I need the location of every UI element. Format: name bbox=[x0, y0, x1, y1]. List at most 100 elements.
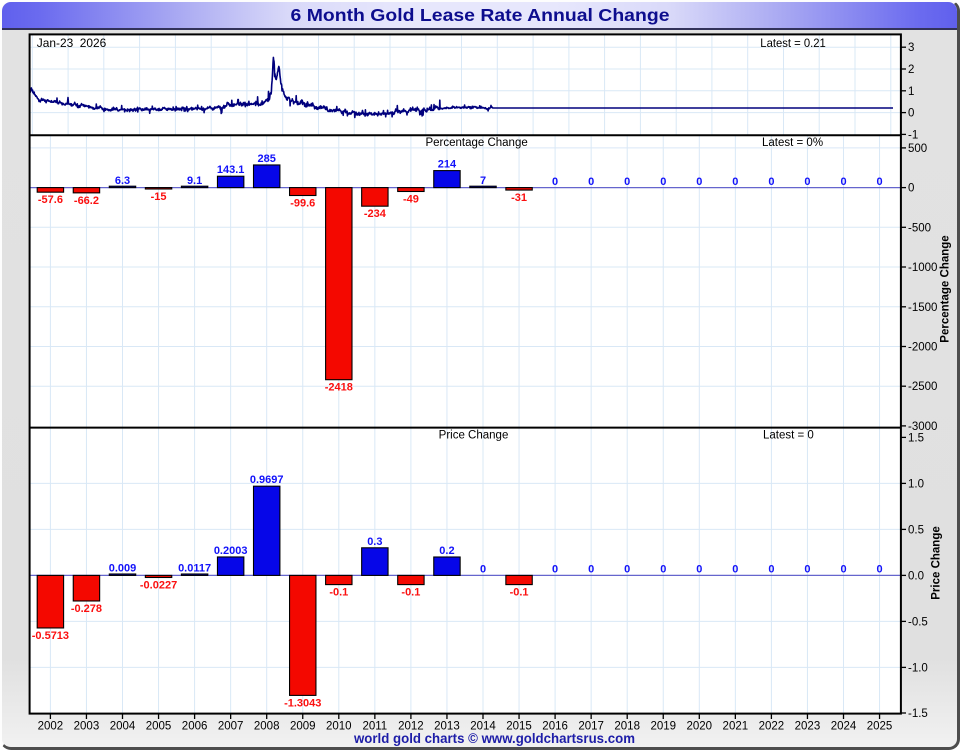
svg-text:7: 7 bbox=[480, 175, 486, 187]
svg-text:2016: 2016 bbox=[542, 721, 568, 733]
svg-text:-0.278: -0.278 bbox=[71, 603, 102, 615]
svg-text:Jan-23 2026: Jan-23 2026 bbox=[37, 36, 107, 50]
svg-text:0: 0 bbox=[804, 176, 810, 188]
svg-text:0: 0 bbox=[840, 564, 846, 576]
svg-text:1: 1 bbox=[908, 86, 914, 98]
svg-text:2008: 2008 bbox=[254, 721, 280, 733]
svg-text:Latest = 0.21: Latest = 0.21 bbox=[760, 36, 826, 50]
svg-text:2013: 2013 bbox=[434, 721, 460, 733]
svg-text:2025: 2025 bbox=[867, 721, 893, 733]
svg-text:-1: -1 bbox=[908, 129, 918, 141]
svg-text:Percentage Change: Percentage Change bbox=[425, 137, 527, 149]
svg-text:-2500: -2500 bbox=[908, 381, 937, 393]
svg-text:6.3: 6.3 bbox=[115, 175, 130, 187]
svg-text:9.1: 9.1 bbox=[187, 175, 202, 187]
svg-text:-31: -31 bbox=[511, 192, 527, 204]
svg-text:0: 0 bbox=[876, 564, 882, 576]
svg-text:2023: 2023 bbox=[795, 721, 821, 733]
svg-text:0: 0 bbox=[552, 176, 558, 188]
svg-text:2: 2 bbox=[908, 64, 914, 76]
svg-text:0: 0 bbox=[840, 176, 846, 188]
svg-text:2019: 2019 bbox=[650, 721, 676, 733]
svg-text:Price Change: Price Change bbox=[439, 430, 509, 442]
svg-text:0: 0 bbox=[660, 564, 666, 576]
svg-text:0: 0 bbox=[624, 564, 630, 576]
svg-text:0: 0 bbox=[696, 176, 702, 188]
svg-text:world gold charts © www.goldch: world gold charts © www.goldchartsrus.co… bbox=[353, 731, 635, 746]
svg-text:2011: 2011 bbox=[362, 721, 387, 733]
svg-text:0.9697: 0.9697 bbox=[250, 474, 284, 486]
svg-text:-1.5: -1.5 bbox=[908, 708, 928, 720]
svg-text:Percentage Change: Percentage Change bbox=[940, 235, 952, 342]
svg-text:500: 500 bbox=[908, 143, 927, 155]
svg-text:-0.5: -0.5 bbox=[908, 616, 928, 628]
svg-text:-99.6: -99.6 bbox=[290, 198, 315, 210]
svg-text:0: 0 bbox=[804, 564, 810, 576]
svg-text:0.2: 0.2 bbox=[439, 545, 454, 557]
svg-text:2020: 2020 bbox=[687, 721, 713, 733]
svg-text:0: 0 bbox=[624, 176, 630, 188]
svg-text:-0.1: -0.1 bbox=[329, 587, 348, 599]
svg-text:0: 0 bbox=[768, 176, 774, 188]
svg-text:-234: -234 bbox=[364, 208, 387, 220]
svg-text:2007: 2007 bbox=[218, 721, 244, 733]
svg-text:2012: 2012 bbox=[398, 721, 424, 733]
svg-text:0: 0 bbox=[480, 564, 486, 576]
svg-text:-1000: -1000 bbox=[908, 262, 937, 274]
svg-text:0: 0 bbox=[908, 183, 914, 195]
svg-text:0: 0 bbox=[588, 564, 594, 576]
svg-text:Latest = 0: Latest = 0 bbox=[763, 430, 814, 442]
svg-text:3: 3 bbox=[908, 42, 914, 54]
svg-text:1.0: 1.0 bbox=[908, 478, 924, 490]
svg-text:0.009: 0.009 bbox=[109, 563, 137, 575]
svg-text:-3000: -3000 bbox=[908, 421, 937, 433]
svg-text:143.1: 143.1 bbox=[217, 164, 245, 176]
svg-text:2006: 2006 bbox=[182, 721, 208, 733]
svg-text:-0.1: -0.1 bbox=[401, 587, 420, 599]
svg-text:2017: 2017 bbox=[578, 721, 604, 733]
svg-text:1.5: 1.5 bbox=[908, 432, 924, 444]
svg-text:-1.3043: -1.3043 bbox=[284, 697, 321, 709]
svg-text:0: 0 bbox=[696, 564, 702, 576]
svg-text:-0.0227: -0.0227 bbox=[140, 580, 177, 592]
svg-text:2015: 2015 bbox=[506, 721, 532, 733]
svg-text:2022: 2022 bbox=[759, 721, 785, 733]
svg-text:285: 285 bbox=[258, 153, 276, 165]
svg-text:2018: 2018 bbox=[614, 721, 640, 733]
svg-text:2005: 2005 bbox=[146, 721, 172, 733]
svg-text:2010: 2010 bbox=[326, 721, 352, 733]
svg-text:-0.1: -0.1 bbox=[510, 587, 529, 599]
svg-text:0: 0 bbox=[876, 176, 882, 188]
svg-text:2024: 2024 bbox=[831, 721, 857, 733]
svg-text:0: 0 bbox=[660, 176, 666, 188]
svg-text:0.5: 0.5 bbox=[908, 524, 924, 536]
svg-text:0.0: 0.0 bbox=[908, 570, 924, 582]
svg-text:0: 0 bbox=[732, 176, 738, 188]
svg-text:0.3: 0.3 bbox=[367, 536, 382, 548]
svg-text:0.2003: 0.2003 bbox=[214, 545, 248, 557]
svg-text:2003: 2003 bbox=[74, 721, 100, 733]
svg-text:2014: 2014 bbox=[470, 721, 496, 733]
svg-text:-2418: -2418 bbox=[325, 382, 353, 394]
svg-text:0: 0 bbox=[768, 564, 774, 576]
svg-text:0: 0 bbox=[588, 176, 594, 188]
svg-text:2021: 2021 bbox=[723, 721, 749, 733]
svg-text:-1500: -1500 bbox=[908, 302, 937, 314]
svg-text:6 Month Gold Lease Rate Annual: 6 Month Gold Lease Rate Annual Change bbox=[291, 5, 670, 25]
svg-text:0.0117: 0.0117 bbox=[178, 562, 211, 574]
svg-text:0: 0 bbox=[552, 564, 558, 576]
svg-text:Latest = 0%: Latest = 0% bbox=[762, 137, 823, 149]
svg-text:-15: -15 bbox=[151, 191, 167, 203]
svg-text:0: 0 bbox=[908, 108, 914, 120]
svg-text:2002: 2002 bbox=[38, 721, 64, 733]
svg-text:-2000: -2000 bbox=[908, 342, 937, 354]
svg-text:2009: 2009 bbox=[290, 721, 316, 733]
svg-text:-49: -49 bbox=[403, 194, 419, 206]
svg-text:2004: 2004 bbox=[110, 721, 136, 733]
svg-text:-500: -500 bbox=[908, 222, 931, 234]
svg-text:0: 0 bbox=[732, 564, 738, 576]
svg-text:-1.0: -1.0 bbox=[908, 662, 928, 674]
svg-text:-57.6: -57.6 bbox=[38, 194, 63, 206]
svg-text:-0.5713: -0.5713 bbox=[32, 630, 69, 642]
svg-text:Price Change: Price Change bbox=[931, 526, 943, 600]
